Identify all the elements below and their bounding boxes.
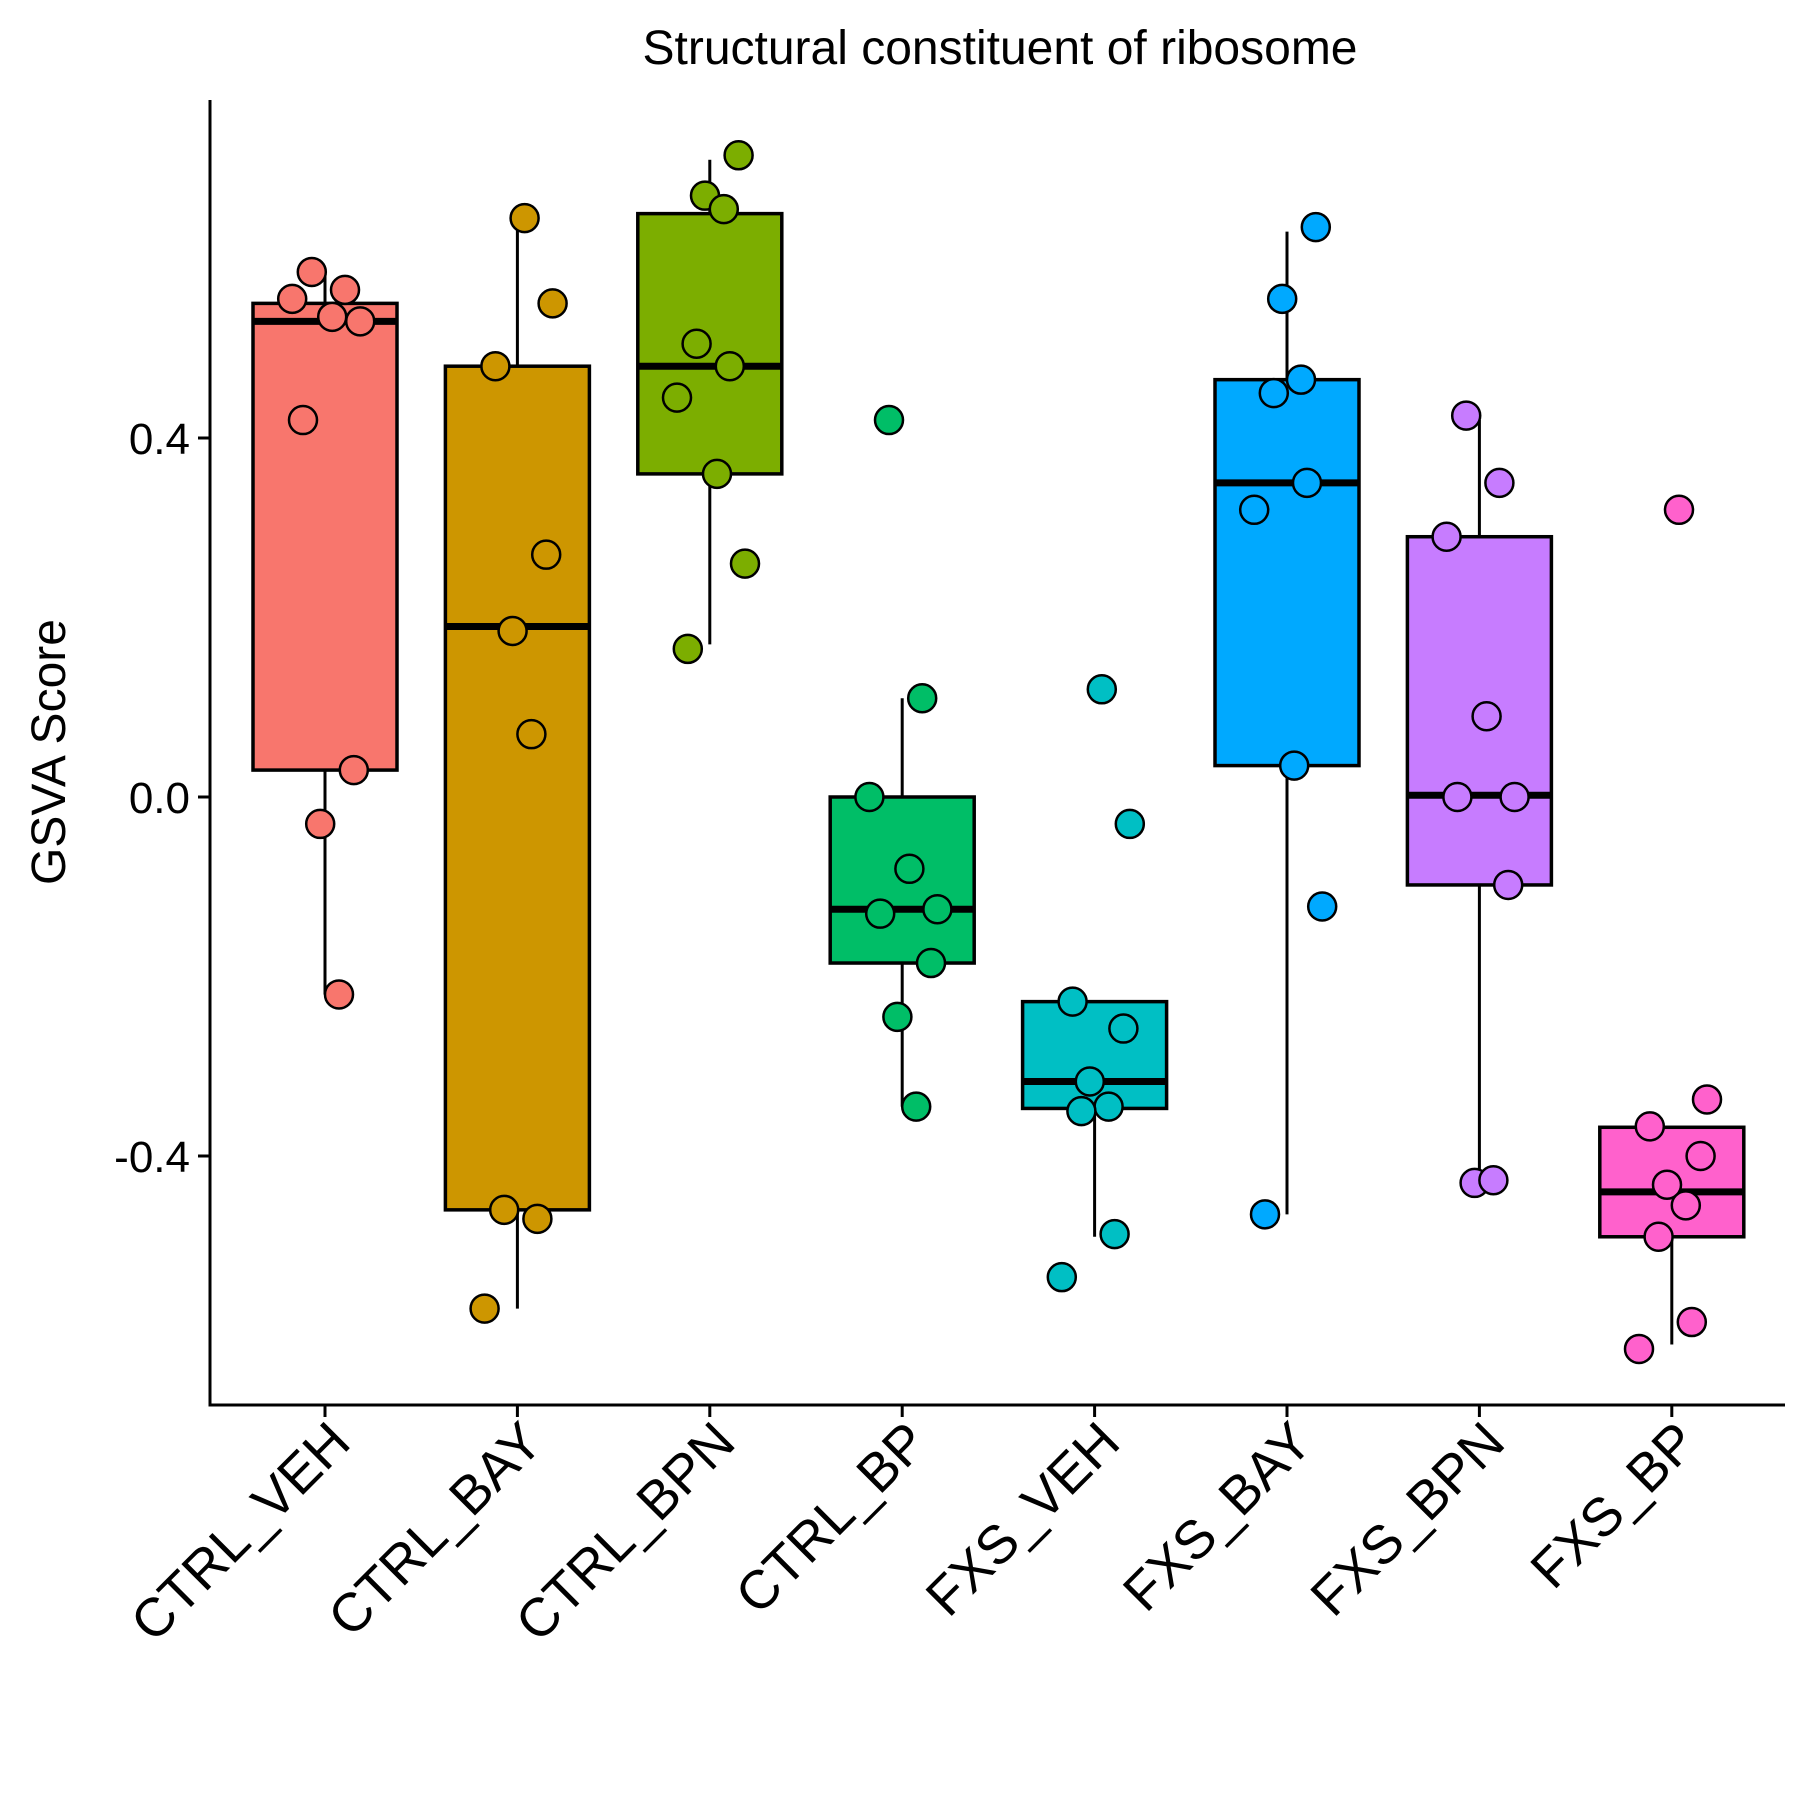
data-point	[338, 754, 370, 786]
data-point	[509, 202, 540, 234]
data-point	[1114, 808, 1146, 840]
data-point	[1634, 1111, 1666, 1142]
box	[443, 364, 592, 1212]
data-point	[894, 853, 925, 885]
data-point	[854, 781, 885, 813]
x-tick-label: FXS_VEH	[915, 1411, 1131, 1627]
data-point	[1685, 1140, 1716, 1172]
data-point	[900, 1091, 932, 1122]
data-point	[729, 548, 761, 579]
data-point	[522, 1203, 553, 1235]
box	[251, 301, 399, 772]
data-point	[1676, 1306, 1708, 1338]
data-point	[864, 898, 896, 929]
data-point	[1238, 494, 1270, 526]
data-point	[469, 1293, 500, 1324]
data-point	[1663, 494, 1695, 526]
x-tick-label: FXS_BP	[1519, 1411, 1708, 1600]
data-point	[681, 328, 712, 360]
data-point	[1431, 521, 1462, 552]
data-point	[1306, 891, 1338, 922]
data-point	[344, 306, 376, 337]
y-tick-label: 0.0	[129, 774, 190, 823]
data-point	[329, 274, 361, 306]
data-point	[906, 683, 938, 714]
x-tick-label: FXS_BAY	[1112, 1411, 1324, 1623]
data-point	[1300, 211, 1332, 243]
data-point	[1643, 1221, 1674, 1253]
data-point	[296, 256, 328, 288]
data-point	[1108, 1013, 1139, 1044]
data-point	[873, 404, 905, 436]
y-tick-label: -0.4	[114, 1133, 190, 1182]
data-point	[882, 1001, 913, 1033]
data-point	[672, 633, 704, 665]
data-point	[1249, 1199, 1281, 1230]
data-point	[1266, 283, 1298, 315]
data-point	[323, 979, 355, 1010]
data-point	[1057, 986, 1088, 1017]
data-point	[1093, 1091, 1124, 1122]
data-point	[488, 1194, 520, 1226]
data-point	[1651, 1169, 1683, 1200]
x-tick-label: CTRL_VEH	[120, 1411, 362, 1653]
y-tick-label: 0.4	[129, 415, 190, 464]
y-axis-title: GSVA Score	[23, 619, 76, 885]
data-point	[1499, 781, 1530, 813]
data-point	[287, 404, 319, 436]
data-point	[1291, 467, 1323, 499]
plot-area: -0.40.00.4CTRL_VEHCTRL_BAYCTRL_BPNCTRL_B…	[114, 100, 1785, 1653]
data-point	[316, 301, 348, 333]
chart-title: Structural constituent of ribosome	[642, 22, 1357, 75]
data-point	[516, 718, 547, 750]
x-tick-label: FXS_BPN	[1299, 1411, 1515, 1627]
data-point	[1492, 869, 1524, 901]
data-point	[661, 382, 693, 413]
data-point	[1623, 1333, 1655, 1365]
data-point	[1670, 1190, 1702, 1221]
data-point	[708, 193, 740, 225]
data-point	[1066, 1095, 1097, 1127]
data-point	[1099, 1218, 1130, 1250]
data-point	[1691, 1084, 1723, 1115]
data-point	[1278, 750, 1310, 781]
data-point	[1484, 467, 1515, 499]
x-tick-label: CTRL_BP	[724, 1411, 938, 1625]
data-point	[922, 893, 953, 925]
data-point	[1285, 364, 1317, 395]
data-point	[1471, 700, 1502, 732]
data-point	[480, 350, 511, 382]
data-point	[1450, 400, 1482, 431]
data-point	[1074, 1066, 1106, 1097]
data-point	[1086, 674, 1118, 705]
data-point	[497, 615, 528, 647]
data-point	[714, 350, 746, 382]
data-point	[304, 808, 336, 840]
data-point	[723, 140, 754, 171]
data-point	[1258, 377, 1290, 409]
data-point	[1046, 1261, 1078, 1293]
data-point	[276, 283, 308, 315]
data-point	[1478, 1164, 1509, 1196]
data-point	[537, 288, 568, 319]
data-point	[701, 458, 733, 490]
data-point	[530, 539, 562, 570]
data-point	[1442, 781, 1473, 813]
data-point	[915, 947, 947, 979]
box	[1213, 377, 1361, 768]
